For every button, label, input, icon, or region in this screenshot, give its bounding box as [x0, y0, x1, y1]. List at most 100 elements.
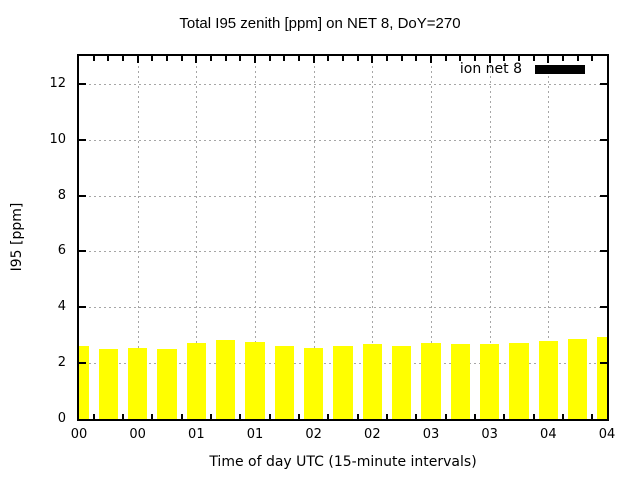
x-tick-bottom [386, 414, 388, 419]
x-tick-top [268, 56, 271, 61]
bar [98, 348, 119, 419]
x-tick-top [356, 56, 359, 61]
x-tick-top [327, 56, 330, 61]
bar [391, 345, 412, 419]
x-tick-top [92, 56, 95, 61]
h-gridline [79, 251, 607, 253]
x-tick-bottom [298, 414, 300, 419]
x-tick-label: 03 [481, 427, 498, 442]
x-tick-bottom [122, 414, 124, 419]
y-tick-label: 10 [49, 131, 66, 147]
chart-title: Total I95 zenith [ppm] on NET 8, DoY=270 [179, 15, 461, 32]
x-tick-bottom [180, 414, 183, 419]
x-tick-bottom [92, 414, 95, 419]
y-tick-right [600, 82, 607, 85]
bar [303, 347, 324, 419]
bar [567, 339, 588, 419]
legend: ion net 8 [460, 61, 585, 77]
v-gridline [196, 56, 198, 419]
x-tick-label: 04 [598, 427, 616, 442]
v-gridline [255, 56, 256, 419]
bar [127, 347, 148, 419]
x-tick-top [386, 56, 388, 61]
x-tick-top [151, 56, 154, 61]
x-tick-bottom [532, 414, 535, 419]
y-tick-left [79, 362, 86, 365]
x-tick-label: 03 [422, 427, 440, 442]
x-tick-top [562, 56, 564, 61]
x-tick-bottom [474, 414, 476, 419]
x-tick-bottom [444, 414, 447, 419]
y-tick-right [600, 362, 607, 365]
y-tick-label: 8 [57, 187, 66, 203]
x-tick-top [415, 56, 418, 61]
x-tick-top [239, 56, 242, 61]
v-gridline [137, 56, 139, 419]
x-tick-top [488, 56, 491, 63]
x-tick-label: 04 [540, 427, 557, 442]
y-tick-label: 4 [57, 299, 66, 315]
h-gridline [79, 139, 607, 141]
x-tick-bottom [591, 414, 594, 419]
y-tick-right [600, 194, 607, 197]
x-tick-top [166, 56, 168, 61]
x-tick-top [400, 56, 403, 61]
v-gridline [489, 56, 491, 419]
y-tick-label: 2 [57, 355, 66, 371]
x-tick-top [254, 56, 256, 63]
x-tick-top [298, 56, 300, 61]
bar [509, 343, 529, 419]
x-tick-top [136, 56, 139, 63]
plot-border-left [77, 54, 79, 421]
x-axis-title: Time of day UTC (15-minute intervals) [209, 454, 477, 470]
x-tick-bottom [356, 414, 359, 419]
bar [450, 343, 471, 419]
y-tick-right [600, 250, 607, 253]
x-tick-top [107, 56, 110, 61]
x-tick-bottom [239, 414, 242, 419]
bar [538, 340, 559, 419]
bar [362, 344, 383, 419]
x-tick-top [210, 56, 212, 61]
x-tick-label: 00 [70, 427, 88, 442]
y-tick-right [600, 138, 607, 141]
x-tick-bottom [503, 414, 506, 419]
x-tick-top [532, 56, 535, 61]
y-tick-left [79, 250, 86, 253]
plot-border-right [607, 54, 609, 421]
x-tick-top [371, 56, 374, 63]
y-tick-right [600, 306, 607, 309]
x-tick-bottom [151, 414, 154, 419]
plot-border-bottom [77, 419, 609, 421]
x-tick-top [474, 56, 476, 61]
x-tick-top [547, 56, 550, 63]
y-tick-left [79, 138, 86, 141]
h-gridline [79, 83, 607, 85]
x-tick-top [312, 56, 315, 63]
x-tick-top [503, 56, 506, 61]
x-tick-top [576, 56, 579, 61]
x-tick-top [342, 56, 344, 61]
x-tick-bottom [562, 414, 564, 419]
x-tick-bottom [210, 414, 212, 419]
bar [479, 343, 500, 419]
x-tick-label: 01 [188, 427, 205, 442]
x-tick-bottom [415, 414, 418, 419]
x-tick-top [591, 56, 594, 61]
y-axis-title: I95 [ppm] [9, 202, 25, 272]
x-tick-label: 01 [246, 427, 264, 442]
x-tick-label: 02 [364, 427, 381, 442]
bar [79, 345, 89, 419]
x-tick-bottom [327, 414, 330, 419]
h-gridline [79, 195, 607, 197]
plot-border-top [77, 54, 609, 56]
x-tick-bottom [268, 414, 271, 419]
bar [245, 341, 265, 419]
h-gridline [79, 307, 607, 309]
legend-swatch [535, 64, 585, 74]
x-tick-top [444, 56, 447, 61]
x-tick-top [430, 56, 432, 63]
y-tick-label: 6 [57, 243, 66, 259]
bar [157, 348, 177, 419]
